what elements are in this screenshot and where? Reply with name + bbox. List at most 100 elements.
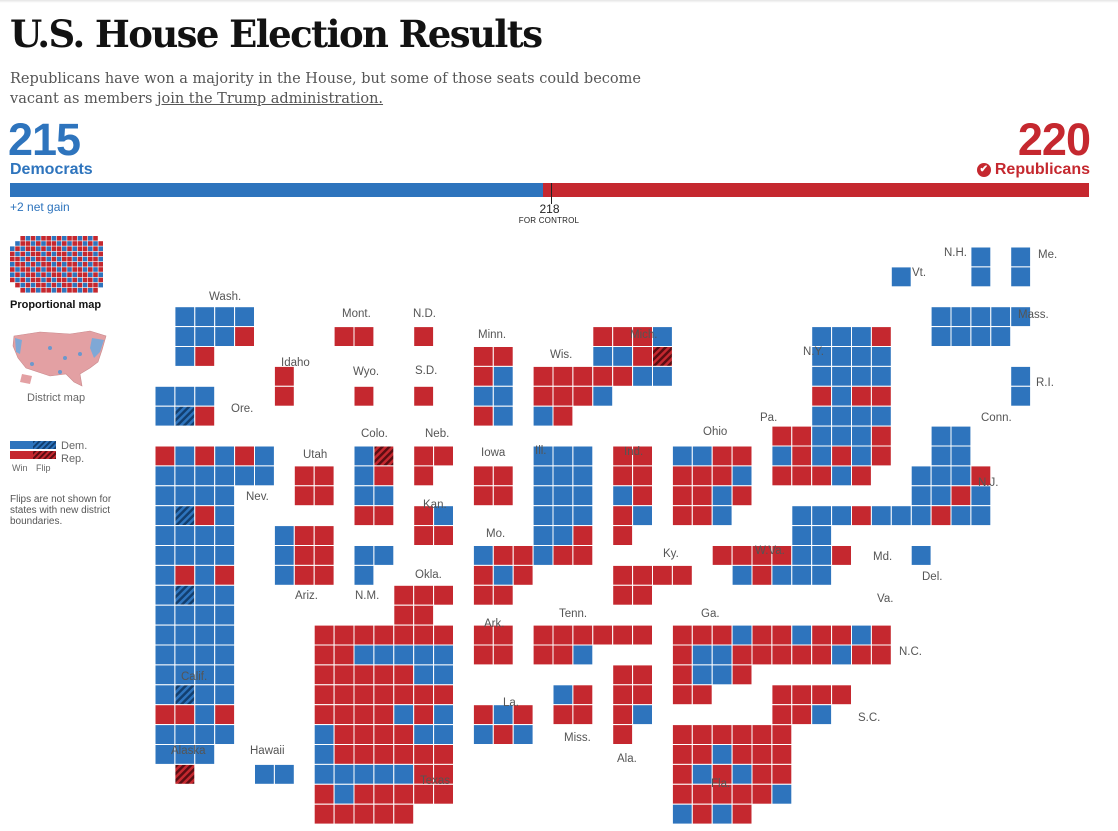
seat-square[interactable]: [353, 783, 375, 805]
seat-square[interactable]: [612, 465, 634, 487]
seat-square[interactable]: [472, 485, 494, 507]
seat-square[interactable]: [234, 306, 256, 328]
seat-square[interactable]: [632, 505, 653, 527]
seat-square[interactable]: [572, 704, 594, 726]
seat-square[interactable]: [572, 365, 594, 387]
seat-square[interactable]: [592, 365, 614, 387]
seat-square[interactable]: [433, 584, 455, 606]
seat-square[interactable]: [671, 744, 693, 765]
seat-square[interactable]: [393, 664, 415, 686]
seat-square[interactable]: [1010, 306, 1032, 328]
seat-square[interactable]: [572, 505, 594, 527]
seat-square[interactable]: [612, 365, 634, 387]
seat-square[interactable]: [731, 803, 753, 825]
seat-square[interactable]: [731, 624, 753, 646]
seat-square[interactable]: [711, 545, 733, 566]
seat-square[interactable]: [671, 624, 693, 646]
seat-square[interactable]: [552, 545, 574, 566]
seat-square[interactable]: [652, 564, 673, 586]
seat-square[interactable]: [413, 624, 435, 646]
seat-square[interactable]: [472, 545, 494, 566]
seat-square[interactable]: [174, 763, 196, 785]
seat-square[interactable]: [811, 405, 833, 427]
seat-square[interactable]: [194, 525, 216, 546]
seat-square[interactable]: [413, 724, 435, 745]
seat-square[interactable]: [413, 465, 435, 487]
seat-square[interactable]: [811, 704, 833, 726]
seat-square[interactable]: [313, 485, 335, 507]
seat-square[interactable]: [811, 564, 833, 586]
seat-square[interactable]: [632, 485, 653, 507]
seat-square[interactable]: [691, 803, 713, 825]
seat-square[interactable]: [791, 425, 813, 447]
seat-square[interactable]: [691, 744, 713, 765]
seat-square[interactable]: [154, 624, 176, 646]
seat-square[interactable]: [552, 365, 574, 387]
seat-square[interactable]: [791, 545, 813, 566]
state-ark[interactable]: [472, 624, 514, 666]
seat-square[interactable]: [214, 704, 236, 726]
seat-square[interactable]: [154, 704, 176, 726]
seat-square[interactable]: [194, 465, 216, 487]
seat-square[interactable]: [771, 684, 793, 706]
seat-square[interactable]: [671, 564, 693, 586]
seat-square[interactable]: [154, 465, 176, 487]
seat-square[interactable]: [851, 365, 872, 387]
proportional-map-thumbnail[interactable]: [10, 236, 105, 296]
seat-square[interactable]: [771, 783, 793, 805]
seat-square[interactable]: [512, 564, 534, 586]
seat-square[interactable]: [632, 664, 653, 686]
seat-square[interactable]: [353, 385, 375, 407]
seat-square[interactable]: [373, 744, 395, 765]
seat-square[interactable]: [194, 545, 216, 566]
seat-square[interactable]: [353, 724, 375, 745]
seat-square[interactable]: [870, 385, 892, 407]
seat-square[interactable]: [731, 783, 753, 805]
seat-square[interactable]: [234, 326, 256, 348]
seat-square[interactable]: [214, 604, 236, 626]
state-vt[interactable]: [890, 266, 912, 288]
seat-square[interactable]: [353, 545, 375, 566]
state-fla[interactable]: [671, 724, 793, 825]
seat-square[interactable]: [771, 425, 793, 447]
seat-square[interactable]: [194, 346, 216, 367]
seat-square[interactable]: [293, 545, 315, 566]
seat-square[interactable]: [691, 724, 713, 745]
seat-square[interactable]: [393, 763, 415, 785]
seat-square[interactable]: [612, 505, 634, 527]
seat-square[interactable]: [771, 445, 793, 467]
state-nd[interactable]: [413, 326, 435, 348]
seat-square[interactable]: [711, 465, 733, 487]
seat-square[interactable]: [811, 624, 833, 646]
seat-square[interactable]: [433, 783, 455, 805]
seat-square[interactable]: [831, 505, 852, 527]
seat-square[interactable]: [492, 346, 514, 367]
seat-square[interactable]: [373, 763, 395, 785]
seat-square[interactable]: [552, 644, 574, 666]
seat-square[interactable]: [214, 624, 236, 646]
seat-square[interactable]: [950, 326, 972, 348]
seat-square[interactable]: [472, 584, 494, 606]
seat-square[interactable]: [254, 763, 275, 785]
seat-square[interactable]: [612, 584, 634, 606]
seat-square[interactable]: [572, 385, 594, 407]
seat-square[interactable]: [214, 644, 236, 666]
seat-square[interactable]: [313, 684, 335, 706]
seat-square[interactable]: [771, 744, 793, 765]
state-nc[interactable]: [751, 624, 892, 666]
seat-square[interactable]: [333, 763, 355, 785]
seat-square[interactable]: [154, 604, 176, 626]
state-nm[interactable]: [353, 545, 395, 586]
seat-square[interactable]: [353, 465, 375, 487]
seat-square[interactable]: [552, 445, 574, 467]
seat-square[interactable]: [174, 445, 196, 467]
seat-square[interactable]: [671, 644, 693, 666]
seat-square[interactable]: [373, 783, 395, 805]
seat-square[interactable]: [711, 624, 733, 646]
seat-square[interactable]: [293, 485, 315, 507]
seat-square[interactable]: [154, 445, 176, 467]
seat-square[interactable]: [811, 684, 833, 706]
seat-square[interactable]: [194, 704, 216, 726]
seat-square[interactable]: [612, 346, 634, 367]
seat-square[interactable]: [433, 644, 455, 666]
